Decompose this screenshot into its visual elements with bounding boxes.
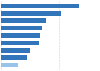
Bar: [1, 4, 79, 8]
Bar: [1, 11, 61, 16]
Bar: [1, 33, 40, 38]
Bar: [1, 41, 39, 45]
Bar: [1, 18, 46, 23]
Bar: [1, 55, 26, 60]
Bar: [1, 48, 30, 53]
Bar: [1, 63, 18, 67]
Bar: [1, 26, 42, 30]
